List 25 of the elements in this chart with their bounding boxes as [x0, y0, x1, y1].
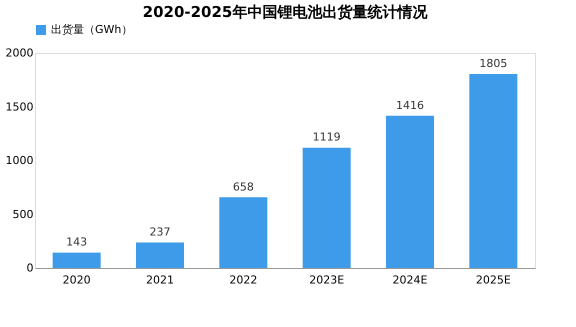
- data-label: 1805: [479, 56, 508, 70]
- bar: [136, 242, 184, 268]
- data-label: 658: [232, 180, 254, 194]
- x-tick-label: 2020: [62, 274, 91, 286]
- data-label: 1416: [396, 98, 424, 112]
- chart-title: 2020-2025年中国锂电池出货量统计情况: [142, 3, 428, 21]
- legend-label: 出货量（GWh）: [51, 23, 132, 36]
- bar: [219, 197, 268, 268]
- x-tick-label: 2023E: [309, 274, 344, 286]
- y-tick-label: 1500: [6, 100, 34, 114]
- data-label: 1119: [312, 130, 341, 144]
- y-tick-label: 1000: [6, 154, 34, 167]
- bar: [469, 74, 518, 268]
- x-tick-label: 2024E: [392, 274, 428, 286]
- bar: [52, 252, 101, 268]
- y-tick-label: 0: [26, 262, 34, 274]
- y-tick-label: 500: [12, 208, 34, 221]
- y-tick-label: 2000: [6, 46, 34, 60]
- x-tick-label: 2025E: [476, 274, 511, 286]
- bar: [302, 148, 351, 268]
- data-label: 237: [150, 226, 170, 239]
- bar: [386, 116, 434, 268]
- data-label: 143: [66, 236, 88, 249]
- x-tick-label: 2022: [229, 274, 258, 286]
- x-tick-label: 2021: [146, 274, 174, 286]
